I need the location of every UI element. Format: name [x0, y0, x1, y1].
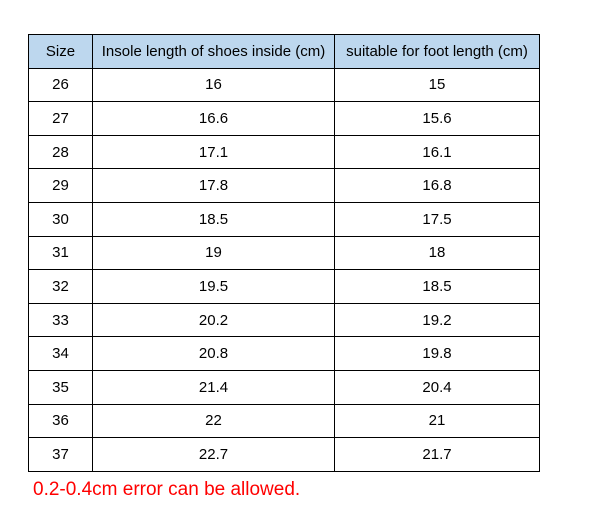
insole-length-cell: 16 — [92, 67, 335, 103]
foot-length-cell: 19.2 — [334, 302, 540, 338]
foot-length-cell: 20.4 — [334, 369, 540, 405]
column-header: suitable for foot length (cm) — [334, 34, 540, 69]
size-cell: 34 — [28, 336, 93, 371]
table-row: 36 22 21 — [28, 403, 540, 439]
size-cell: 37 — [28, 437, 93, 472]
insole-length-cell: 22.7 — [92, 437, 335, 472]
foot-length-cell: 15.6 — [334, 101, 540, 136]
insole-length-cell: 20.2 — [92, 302, 335, 338]
table-row: 27 16.6 15.6 — [28, 101, 540, 136]
size-cell: 28 — [28, 134, 93, 170]
foot-length-cell: 19.8 — [334, 336, 540, 371]
column-header: Size — [28, 34, 93, 69]
table-row: 26 16 15 — [28, 67, 540, 103]
size-cell: 26 — [28, 67, 93, 103]
foot-length-cell: 21.7 — [334, 437, 540, 472]
table-row: 32 19.5 18.5 — [28, 269, 540, 304]
size-cell: 33 — [28, 302, 93, 338]
insole-length-cell: 20.8 — [92, 336, 335, 371]
table-row: 29 17.8 16.8 — [28, 168, 540, 203]
table-row: 33 20.2 19.2 — [28, 302, 540, 338]
foot-length-cell: 21 — [334, 403, 540, 439]
foot-length-cell: 18.5 — [334, 269, 540, 304]
table-row: 31 19 18 — [28, 235, 540, 271]
insole-length-cell: 18.5 — [92, 201, 335, 237]
size-cell: 27 — [28, 101, 93, 136]
foot-length-cell: 18 — [334, 235, 540, 271]
size-cell: 31 — [28, 235, 93, 271]
insole-length-cell: 22 — [92, 403, 335, 439]
table-row: 35 21.4 20.4 — [28, 369, 540, 405]
column-header: Insole length of shoes inside (cm) — [92, 34, 335, 69]
size-cell: 35 — [28, 369, 93, 405]
insole-length-cell: 21.4 — [92, 369, 335, 405]
insole-length-cell: 16.6 — [92, 101, 335, 136]
size-cell: 30 — [28, 201, 93, 237]
insole-length-cell: 17.1 — [92, 134, 335, 170]
size-cell: 32 — [28, 269, 93, 304]
foot-length-cell: 17.5 — [334, 201, 540, 237]
tolerance-note: 0.2-0.4cm error can be allowed. — [33, 479, 301, 500]
insole-length-cell: 19 — [92, 235, 335, 271]
size-cell: 36 — [28, 403, 93, 439]
insole-length-cell: 19.5 — [92, 269, 335, 304]
size-cell: 29 — [28, 168, 93, 203]
foot-length-cell: 16.8 — [334, 168, 540, 203]
foot-length-cell: 16.1 — [334, 134, 540, 170]
table-row: 28 17.1 16.1 — [28, 134, 540, 170]
table-row: 34 20.8 19.8 — [28, 336, 540, 371]
insole-length-cell: 17.8 — [92, 168, 335, 203]
size-chart-table: Size Insole length of shoes inside (cm) su… — [28, 34, 540, 472]
foot-length-cell: 15 — [334, 67, 540, 103]
table-row: 37 22.7 21.7 — [28, 437, 540, 472]
header-row: Size Insole length of shoes inside (cm) su… — [28, 34, 540, 69]
table-row: 30 18.5 17.5 — [28, 201, 540, 237]
